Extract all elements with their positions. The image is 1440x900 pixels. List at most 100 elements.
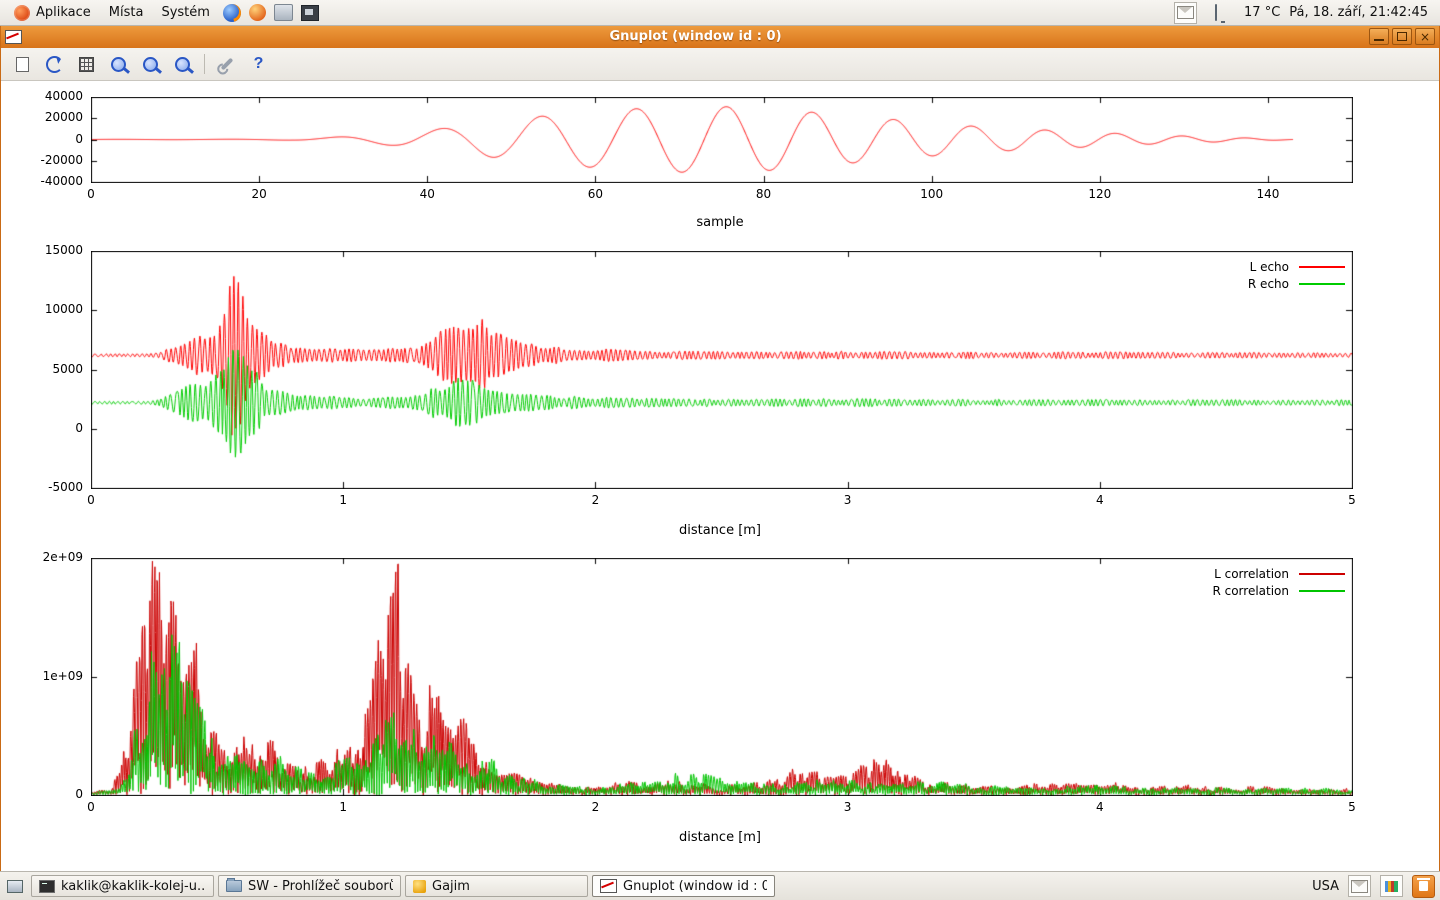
help-button[interactable]: ? [246,52,271,77]
top-panel: Aplikace Místa Systém 17 °C Pá, 18. září… [0,0,1440,26]
display-applet[interactable] [1215,4,1218,21]
grid-icon [79,56,94,72]
plot3-legend: L correlation R correlation [1212,567,1345,598]
legend-line-sample [1299,590,1345,592]
taskbar-task-gajim[interactable]: Gajim [405,875,588,897]
autoscale-icon [175,56,190,72]
y-tick-label: -20000 [40,152,83,167]
configure-button[interactable] [214,52,239,77]
minimize-button[interactable] [1369,28,1389,45]
x-tick-label: 140 [1256,187,1280,201]
menu-applications[interactable]: Aplikace [6,3,99,23]
app-launcher[interactable] [247,2,269,24]
mail-tray-applet[interactable] [1348,875,1371,897]
zoom-next-icon [143,56,158,72]
mixer-tray-applet[interactable] [1380,875,1403,897]
gajim-icon [413,879,426,893]
clock[interactable]: Pá, 18. září, 21:42:45 [1289,5,1428,20]
copy-clipboard-button[interactable] [10,52,35,77]
firefox-launcher[interactable] [221,2,243,24]
y-tick-label: -5000 [48,480,83,494]
y-tick-label: 5000 [52,361,83,376]
refresh-icon [46,55,63,73]
menu-applications-label: Aplikace [36,5,91,20]
mail-notifier[interactable] [1174,1,1198,24]
app-ball-icon [249,4,267,21]
plot1-canvas[interactable] [91,97,1353,183]
x-tick-label: 40 [419,187,435,201]
maximize-button[interactable] [1392,28,1412,45]
mixer-icon [1385,880,1398,892]
x-tick-label: 0 [87,493,95,507]
menu-places-label: Místa [108,5,144,20]
menu-system[interactable]: Systém [153,3,217,22]
x-tick-label: 80 [755,187,772,201]
legend-line-sample [1299,266,1345,268]
legend-entry: L correlation [1212,567,1345,581]
y-tick-label: 0 [75,420,83,435]
show-desktop-icon [7,879,23,893]
legend-label: R echo [1247,277,1289,291]
y-tick-label: 2e+09 [42,550,83,564]
y-tick-label: 20000 [44,110,83,125]
terminal-launcher[interactable] [299,2,321,24]
wrench-icon [220,57,233,71]
y-tick-label: 10000 [44,302,83,317]
y-tick-label: 0 [75,787,83,801]
y-tick-label: 40000 [44,89,83,103]
y-tick-label: 0 [75,131,83,146]
y-tick-label: -40000 [40,174,83,188]
x-tick-label: 0 [87,800,95,814]
trash-applet[interactable] [1412,874,1435,898]
taskbar-task-terminal[interactable]: kaklik@kaklik-kolej-u... [31,875,214,897]
screenshot-launcher[interactable] [273,2,295,24]
show-desktop-button[interactable] [3,875,27,897]
taskbar-tray: USA [1312,874,1437,898]
maximize-icon [1397,32,1407,41]
keyboard-layout-indicator[interactable]: USA [1312,878,1339,894]
close-button[interactable]: × [1415,28,1435,45]
task-label: SW - Prohlížeč souborů [248,878,393,894]
ubuntu-logo-icon [14,4,30,21]
legend-entry: R correlation [1212,584,1345,598]
plot2-canvas[interactable] [91,251,1353,489]
taskbar: kaklik@kaklik-kolej-u... SW - Prohlížeč … [0,871,1440,900]
menu-system-label: Systém [161,5,210,20]
task-label: kaklik@kaklik-kolej-u... [61,878,206,894]
plot3-canvas[interactable] [91,558,1353,796]
zoom-next-button[interactable] [138,52,163,77]
autoscale-button[interactable] [170,52,195,77]
titlebar[interactable]: Gnuplot (window id : 0) × [1,25,1439,48]
x-tick-label: 100 [920,187,944,201]
x-tick-label: 5 [1348,493,1356,507]
x-tick-label: 60 [587,187,604,201]
toggle-grid-button[interactable] [74,52,99,77]
help-icon: ? [253,55,264,72]
trash-icon [1417,878,1430,891]
menu-places[interactable]: Místa [101,3,152,22]
plot2-xlabel: distance [m] [678,523,762,538]
replot-button[interactable] [42,52,67,77]
copy-icon [16,52,33,72]
window-buttons: × [1369,28,1435,45]
firefox-icon [222,3,241,22]
y-tick-label: 15000 [44,243,83,257]
gnuplot-icon [600,879,617,893]
x-tick-label: 4 [1095,800,1104,814]
terminal-window-icon [300,4,319,21]
screenshot-icon [274,4,294,21]
minimize-icon [1374,39,1384,41]
zoom-previous-button[interactable] [106,52,131,77]
panel-tray: 17 °C Pá, 18. září, 21:42:45 [1174,1,1434,24]
task-label: Gnuplot (window id : 0) [623,878,767,894]
temperature-indicator[interactable]: 17 °C [1244,5,1281,20]
taskbar-task-file-browser[interactable]: SW - Prohlížeč souborů [218,875,401,897]
plot-surface: sample distance [m] distance [m] L echo … [1,81,1439,872]
plot1-xlabel: sample [696,215,744,230]
taskbar-task-gnuplot[interactable]: Gnuplot (window id : 0) [592,875,775,897]
x-tick-label: 2 [591,493,600,507]
x-tick-label: 5 [1348,800,1356,814]
plot2-legend: L echo R echo [1248,260,1345,291]
zoom-previous-icon [111,56,126,72]
toolbar-separator [204,54,205,74]
